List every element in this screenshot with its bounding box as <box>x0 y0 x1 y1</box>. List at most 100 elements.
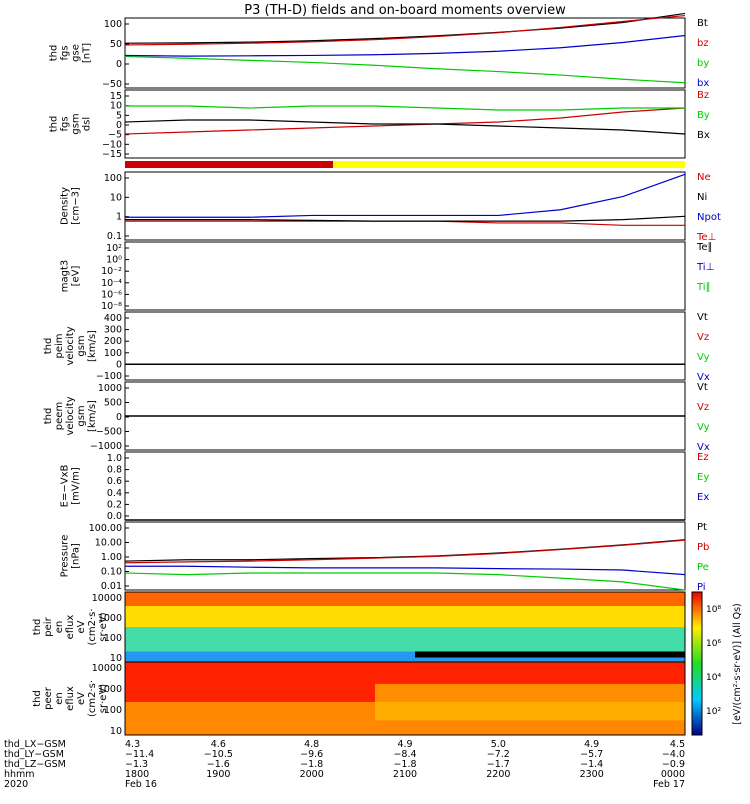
ylabel-line: gse <box>71 44 82 62</box>
series-line <box>124 14 686 46</box>
ytick-label: 1 <box>116 212 122 223</box>
xaxis-value: 4.8 <box>304 739 319 750</box>
legend-entry: Vy <box>697 352 710 363</box>
xaxis-value: 5.0 <box>491 739 506 750</box>
legend-entry: Ey <box>697 472 709 483</box>
legend-entry: Ti⊥ <box>696 262 714 273</box>
ylabel-line: fgs <box>60 45 71 60</box>
ylabel: thdpeimvelocitygsm[km/s] <box>43 326 98 365</box>
ytick-label: 50 <box>110 39 122 50</box>
heat-band <box>415 651 685 658</box>
ylabel-line: magt3 <box>60 260 71 293</box>
ylabel-line: [nT] <box>82 43 93 63</box>
mode-bar <box>333 161 685 168</box>
ylabel: Density[cm−3] <box>60 187 82 225</box>
ylabel-line: sr·eV) <box>98 684 109 713</box>
heat-band <box>125 592 685 606</box>
series-line <box>125 105 685 111</box>
ytick-label: −100 <box>96 371 122 382</box>
ytick-label: −5 <box>108 130 122 141</box>
ylabel-line: velocity <box>65 396 76 435</box>
colorbar-label: [eV/(cm²·s·sr·eV)] (All Qs) <box>732 603 743 725</box>
ylabel-line: en <box>54 621 65 634</box>
xaxis-value: 4.3 <box>125 739 140 750</box>
legend-entry: Vt <box>697 312 708 323</box>
ylabel-line: [cm−3] <box>71 187 82 225</box>
panel-frame <box>124 171 686 241</box>
legend-entry: Bx <box>697 130 710 141</box>
panel-3: 100 10 1 0.1 Density[cm−3] Ne Ni Npot Te⊥ <box>60 171 721 243</box>
xaxis-value: −1.6 <box>207 759 230 770</box>
ylabel-line: [nPa] <box>71 543 82 569</box>
ylabel-line: peem <box>54 402 65 430</box>
ytick-label: 0.4 <box>107 488 122 499</box>
ytick-label: 10 <box>110 653 122 664</box>
ytick-label: 10⁰ <box>106 255 122 266</box>
ylabel-line: thd <box>43 408 54 425</box>
xaxis-value: 1900 <box>206 769 230 780</box>
panel-9: 10000100010010thdpeirenefluxeV(cm2·s·sr·… <box>32 591 686 664</box>
ylabel: thdpeerenefluxeV(cm2·s·sr·eV) <box>32 680 109 717</box>
series-line <box>124 572 686 591</box>
ytick-label: 400 <box>104 313 122 324</box>
ytick-label: 0 <box>116 120 122 131</box>
legend-entry: Vt <box>697 382 708 393</box>
xaxis-value: −1.8 <box>300 759 323 770</box>
legend-entry: bx <box>697 78 709 89</box>
panel-frame <box>124 451 686 521</box>
ylabel-line: gsm <box>71 113 82 134</box>
legend-entry: Ne <box>697 172 711 183</box>
ytick-label: 0 <box>116 359 122 370</box>
ylabel: magt3[eV] <box>60 260 82 293</box>
panel-6: 1000 500 0 −500 −1000 thdpeemvelocitygsm[km/s… <box>43 381 710 453</box>
panel-8: 100.00 10.00 1.00 0.10 0.01 Pressure[nPa] Pt Pb… <box>60 521 709 593</box>
ylabel-line: peir <box>43 616 54 636</box>
ylabel: thdfgsgsmdsl <box>49 113 93 134</box>
legend-entry: Pe <box>697 562 709 573</box>
legend-entry: By <box>697 110 710 121</box>
panel-frame <box>124 241 686 311</box>
series-line <box>124 12 686 44</box>
xaxis-value: −0.9 <box>662 759 685 770</box>
series-line <box>125 215 686 222</box>
xaxis-value: −11.4 <box>125 749 154 760</box>
ylabel-line: peim <box>54 333 65 358</box>
colorbar-tick: 10⁸ <box>706 605 721 615</box>
xaxis-value: 4.6 <box>211 739 226 750</box>
legend-entry: Bz <box>697 90 709 101</box>
xaxis-row-label: hhmm <box>4 769 35 780</box>
xaxis-row-label: 2020 <box>4 779 28 790</box>
ytick-label: 10000 <box>92 663 122 674</box>
ylabel-line: (cm2·s· <box>87 608 98 645</box>
ylabel-line: gsm <box>76 335 87 356</box>
ylabel-line: thd <box>49 116 60 133</box>
ylabel-line: Density <box>60 187 71 225</box>
xaxis-value: 2300 <box>580 769 604 780</box>
ytick-label: 10 <box>110 192 122 203</box>
ylabel-line: velocity <box>65 326 76 365</box>
ylabel-line: eV <box>76 620 87 633</box>
ytick-label: 10⁻² <box>101 266 122 277</box>
xaxis-value: Feb 17 <box>653 779 685 790</box>
colorbar-rect <box>691 591 703 736</box>
xaxis-value: 2100 <box>393 769 417 780</box>
ytick-label: 1000 <box>98 684 122 695</box>
ytick-label: 0.1 <box>107 231 122 242</box>
ylabel-line: (cm2·s· <box>87 680 98 717</box>
ylabel-line: thd <box>32 690 43 707</box>
ytick-label: 5 <box>116 110 122 121</box>
xaxis-value: 4.9 <box>397 739 412 750</box>
ylabel-line: Pressure <box>60 535 71 578</box>
ytick-label: 0.8 <box>107 465 122 476</box>
xaxis-value: 4.5 <box>670 739 685 750</box>
xaxis-value: −1.4 <box>580 759 603 770</box>
ylabel: thdpeemvelocitygsm[km/s] <box>43 396 98 435</box>
chart-title: P3 (TH-D) fields and on-board moments ov… <box>244 3 566 18</box>
series-line <box>125 565 686 576</box>
ytick-label: 100 <box>104 705 122 716</box>
xaxis-value: 1800 <box>125 769 149 780</box>
ytick-label: −500 <box>96 427 122 438</box>
ytick-label: 500 <box>104 398 122 409</box>
